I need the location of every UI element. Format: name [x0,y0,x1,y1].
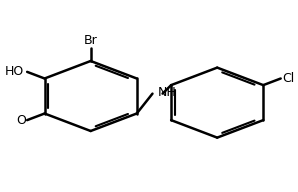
Text: HO: HO [5,65,24,78]
Text: Br: Br [84,34,97,47]
Text: NH: NH [158,86,176,99]
Text: O: O [16,114,26,127]
Text: Cl: Cl [282,72,294,85]
